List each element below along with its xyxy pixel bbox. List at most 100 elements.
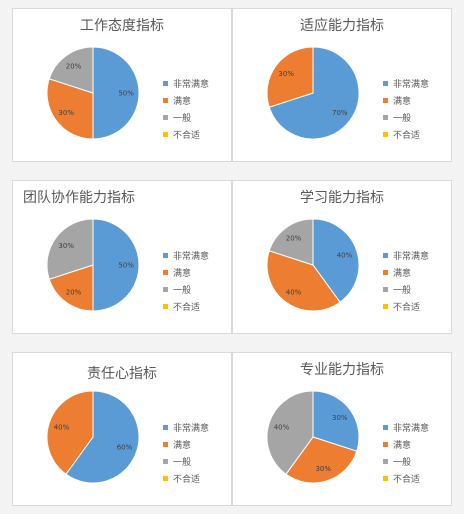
legend-swatch bbox=[383, 81, 388, 86]
data-label-satisfied: 40% bbox=[54, 423, 70, 431]
legend-swatch bbox=[163, 442, 168, 447]
legend-label: 非常满意 bbox=[173, 80, 210, 90]
data-label-very-satisfied: 30% bbox=[332, 414, 348, 422]
legend-label: 不合适 bbox=[393, 131, 421, 141]
legend-swatch bbox=[383, 287, 388, 292]
legend-label: 不合适 bbox=[173, 303, 201, 313]
pie-chart: 60% 40% bbox=[46, 390, 140, 484]
legend-label: 一般 bbox=[393, 114, 412, 124]
chart-panel-responsibility: 责任心指标 60% 40% 非常满意满意一般不合适 bbox=[12, 352, 232, 506]
pie-slice-satisfied bbox=[46, 78, 94, 140]
legend-label: 一般 bbox=[173, 114, 192, 124]
data-label-satisfied: 30% bbox=[58, 109, 74, 117]
legend-label: 满意 bbox=[393, 269, 412, 279]
chart-panel-learning: 学习能力指标 40% 40% 20% 非常满意 满意 一般 不合适 bbox=[232, 180, 452, 334]
legend-label: 不合适 bbox=[393, 303, 421, 313]
data-label-very-satisfied: 50% bbox=[118, 90, 134, 98]
legend-label: 不合适 bbox=[173, 131, 201, 141]
legend-swatch bbox=[383, 442, 388, 447]
legend-label: 满意 bbox=[173, 441, 192, 451]
legend-swatch bbox=[163, 304, 168, 309]
chart-legend: 非常满意满意一般不合适 bbox=[163, 419, 209, 487]
legend-label: 一般 bbox=[393, 286, 412, 296]
chart-title: 适应能力指标 bbox=[300, 18, 384, 34]
legend-swatch bbox=[163, 253, 168, 258]
data-label-average: 20% bbox=[286, 235, 302, 243]
legend-item-very-satisfied: 非常满意 bbox=[163, 247, 209, 264]
chart-panel-adaptability: 适应能力指标 70% 30% 非常满意满意一般不合适 bbox=[232, 8, 452, 162]
legend-item-unsuitable: 不合适 bbox=[163, 298, 209, 315]
legend-item-average: 一般 bbox=[163, 109, 209, 126]
legend-item-very-satisfied: 非常满意 bbox=[383, 247, 429, 264]
legend-item-satisfied: 满意 bbox=[383, 92, 429, 109]
chart-title: 责任心指标 bbox=[87, 366, 157, 382]
legend-label: 非常满意 bbox=[393, 252, 430, 262]
pie-slice-very-satisfied bbox=[92, 46, 140, 140]
chart-legend: 非常满意满意一般不合适 bbox=[383, 75, 429, 143]
legend-label: 满意 bbox=[173, 269, 192, 279]
data-label-very-satisfied: 50% bbox=[118, 262, 134, 270]
legend-item-satisfied: 满意 bbox=[163, 264, 209, 281]
legend-swatch bbox=[163, 132, 168, 137]
legend-item-satisfied: 满意 bbox=[383, 264, 429, 281]
chart-title: 工作态度指标 bbox=[80, 18, 164, 34]
legend-swatch bbox=[383, 115, 388, 120]
legend-swatch bbox=[163, 425, 168, 430]
legend-label: 一般 bbox=[173, 458, 192, 468]
legend-item-very-satisfied: 非常满意 bbox=[383, 75, 429, 92]
pie-slice-satisfied bbox=[48, 264, 94, 312]
legend-item-average: 一般 bbox=[383, 109, 429, 126]
legend-item-very-satisfied: 非常满意 bbox=[163, 75, 209, 92]
pie-slice-very-satisfied bbox=[312, 390, 360, 452]
pie-slice-average bbox=[48, 46, 94, 94]
legend-item-unsuitable: 不合适 bbox=[383, 126, 429, 143]
chart-title: 团队协作能力指标 bbox=[23, 190, 135, 206]
data-label-satisfied: 20% bbox=[66, 288, 82, 296]
legend-item-unsuitable: 不合适 bbox=[163, 126, 209, 143]
legend-swatch bbox=[163, 270, 168, 275]
data-label-very-satisfied: 70% bbox=[332, 109, 348, 117]
data-label-satisfied: 30% bbox=[278, 70, 294, 78]
legend-swatch bbox=[383, 253, 388, 258]
legend-label: 非常满意 bbox=[173, 424, 210, 434]
pie-slice-very-satisfied bbox=[65, 390, 140, 484]
legend-swatch bbox=[163, 98, 168, 103]
legend-item-unsuitable: 不合适 bbox=[383, 470, 429, 487]
data-label-average: 40% bbox=[274, 423, 290, 431]
legend-label: 满意 bbox=[393, 97, 412, 107]
pie-chart: 70% 30% bbox=[266, 46, 360, 140]
legend-label: 满意 bbox=[393, 441, 412, 451]
data-label-satisfied: 30% bbox=[315, 465, 331, 473]
pie-slice-satisfied bbox=[266, 46, 314, 108]
legend-swatch bbox=[383, 132, 388, 137]
chart-title: 专业能力指标 bbox=[300, 362, 384, 378]
pie-slice-very-satisfied bbox=[268, 46, 360, 140]
legend-item-satisfied: 满意 bbox=[383, 436, 429, 453]
chart-legend: 非常满意满意一般不合适 bbox=[163, 247, 209, 315]
legend-label: 满意 bbox=[173, 97, 192, 107]
legend-label: 不合适 bbox=[393, 475, 421, 485]
legend-item-satisfied: 满意 bbox=[163, 436, 209, 453]
pie-chart: 50% 30% 20% bbox=[46, 46, 140, 140]
legend-item-average: 一般 bbox=[383, 453, 429, 470]
chart-panel-teamwork: 团队协作能力指标 50% 20% 30% 非常满意 满意 一般 不合适 bbox=[12, 180, 232, 334]
legend-item-very-satisfied: 非常满意 bbox=[383, 419, 429, 436]
data-label-average: 20% bbox=[66, 63, 82, 71]
legend-item-unsuitable: 不合适 bbox=[163, 470, 209, 487]
chart-panel-work-attitude: 工作态度指标 50% 30% 20% 非常满意满意一般不合适 bbox=[12, 8, 232, 162]
data-label-very-satisfied: 40% bbox=[337, 251, 353, 259]
chart-legend: 非常满意满意一般不合适 bbox=[163, 75, 209, 143]
legend-item-satisfied: 满意 bbox=[163, 92, 209, 109]
legend-swatch bbox=[163, 115, 168, 120]
pie-slice-very-satisfied bbox=[312, 218, 360, 303]
legend-item-average: 一般 bbox=[383, 281, 429, 298]
pie-chart: 40% 40% 20% bbox=[266, 218, 360, 312]
legend-label: 不合适 bbox=[173, 475, 201, 485]
legend-item-average: 一般 bbox=[163, 281, 209, 298]
legend-swatch bbox=[383, 425, 388, 430]
chart-legend: 非常满意满意一般不合适 bbox=[383, 247, 429, 315]
pie-slice-average bbox=[266, 390, 314, 475]
legend-swatch bbox=[163, 81, 168, 86]
chart-panel-professional: 专业能力指标 30% 30% 40% 非常满意满意一般不合适 bbox=[232, 352, 452, 506]
